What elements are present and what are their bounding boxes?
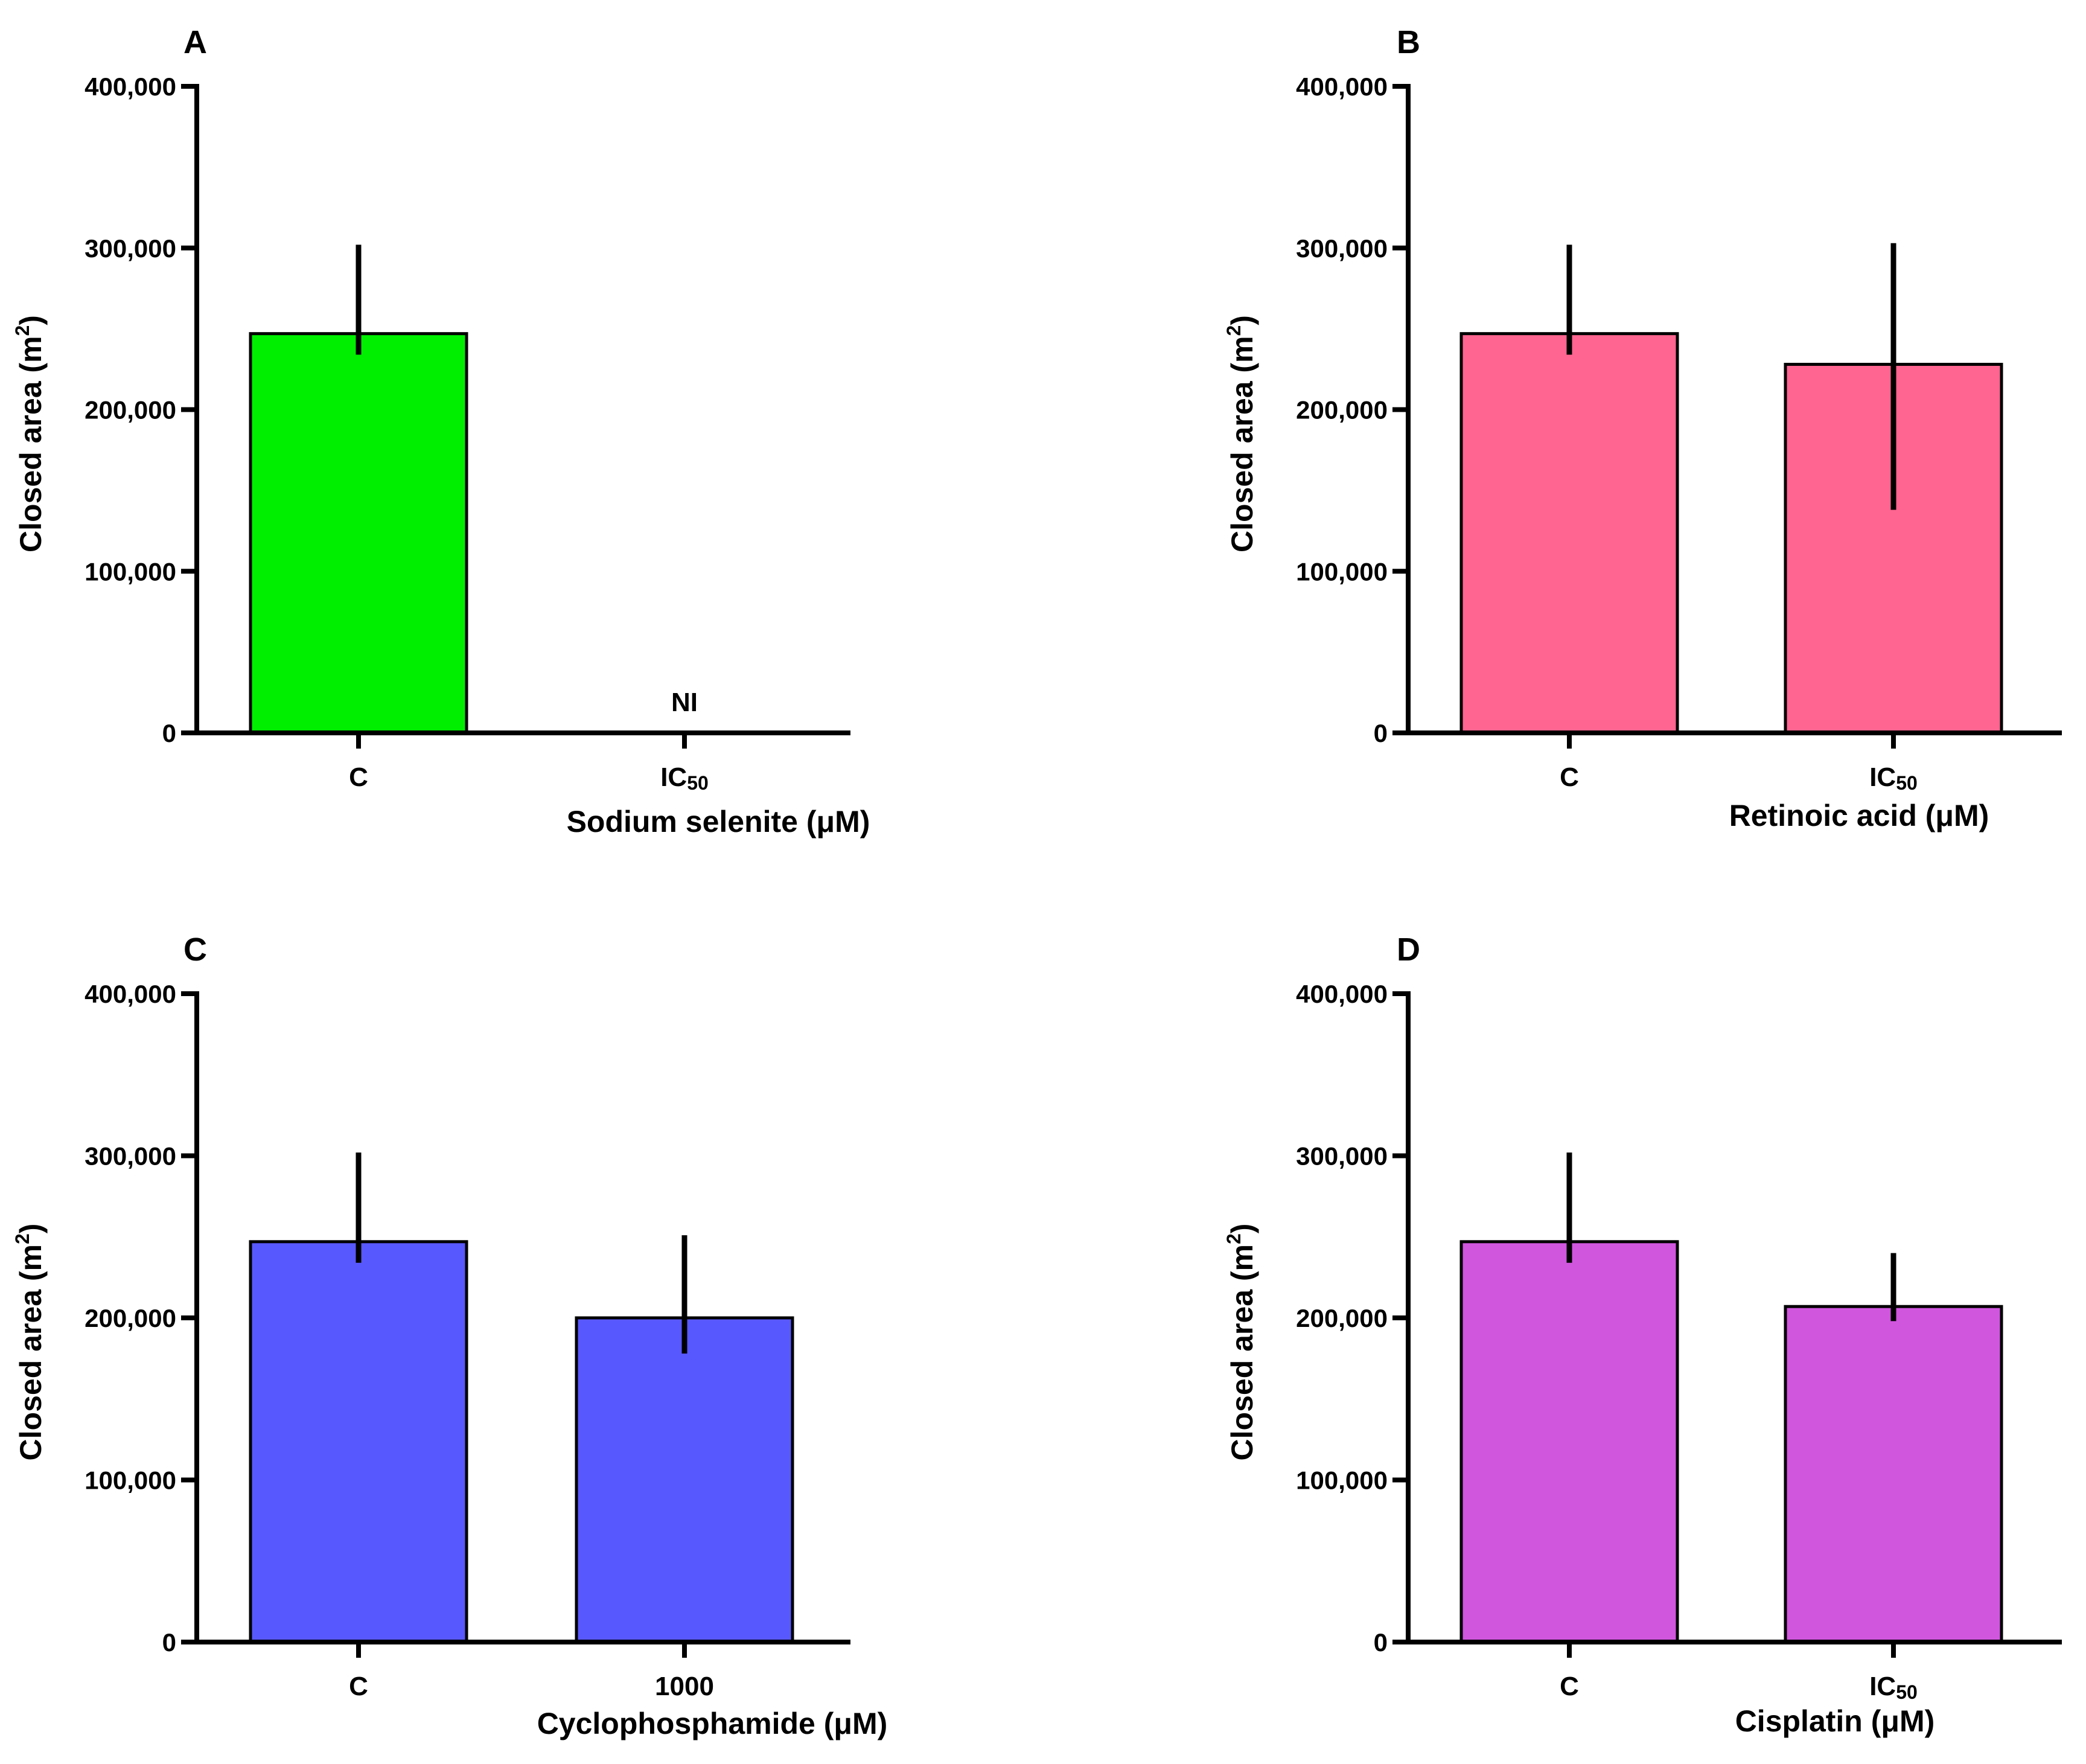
y-tick-label: 200,000 [85, 1304, 176, 1332]
x-tick-label: 1000 [655, 1672, 714, 1701]
y-tick-label: 300,000 [85, 1142, 176, 1171]
x-tick-label: IC50 [1869, 762, 1918, 794]
bar-c [249, 1240, 468, 1644]
y-tick-label: 0 [162, 1628, 176, 1657]
y-tick-label: 100,000 [85, 1466, 176, 1495]
y-tick-label: 400,000 [1296, 980, 1388, 1008]
panel-letter: C [183, 932, 207, 968]
bar-ic50 [1784, 1305, 2003, 1644]
chart-panel-a: A C NI IC50 0 100,000 200,000 300,000 400,000 Sod… [11, 24, 870, 839]
y-tick-label: 300,000 [1296, 1142, 1388, 1171]
y-tick-label: 400,000 [1296, 72, 1388, 101]
x-tick-label: IC50 [660, 762, 709, 794]
chart-panel-b: B C IC50 0 100,000 200,000 300,000 400,000 Retin… [1223, 24, 2062, 832]
y-tick-label: 0 [1374, 1628, 1388, 1657]
y-tick-label: 100,000 [1296, 557, 1388, 586]
y-tick-label: 300,000 [1296, 234, 1388, 263]
panel-letter: A [183, 24, 207, 60]
y-axis-title: Closed area (m2) [11, 1224, 48, 1461]
bar-1000 [575, 1316, 794, 1644]
x-tick-label: C [1560, 762, 1579, 792]
x-tick-label: IC50 [1869, 1672, 1918, 1703]
y-tick-label: 400,000 [85, 980, 176, 1008]
y-tick-label: 0 [162, 719, 176, 747]
y-tick-label: 300,000 [85, 234, 176, 263]
y-tick-label: 200,000 [1296, 396, 1388, 424]
y-tick-label: 200,000 [1296, 1304, 1388, 1332]
bar-c [249, 332, 468, 735]
bar-c [1459, 332, 1679, 735]
y-axis-title: Closed area (m2) [1223, 1224, 1259, 1461]
x-axis-title: Cyclophosphamide (μM) [537, 1707, 888, 1740]
y-axis-title: Closed area (m2) [1223, 315, 1259, 552]
panel-letter: D [1397, 932, 1420, 968]
chart-panel-d: D C IC50 0 100,000 200,000 300,000 400,000 Cispl… [1223, 932, 2062, 1738]
chart-panel-c: C C 1000 0 100,000 200,000 300,000 400,000 Cyclo… [11, 932, 887, 1740]
y-axis-title: Closed area (m2) [11, 315, 48, 552]
x-tick-label: C [349, 1672, 368, 1701]
y-tick-label: 100,000 [1296, 1466, 1388, 1495]
bar-c [1459, 1240, 1679, 1644]
x-tick-label: C [349, 762, 368, 792]
annotation-label: NI [671, 688, 698, 717]
x-axis-title: Retinoic acid (μM) [1729, 799, 1989, 832]
y-tick-label: 200,000 [85, 396, 176, 424]
y-tick-label: 100,000 [85, 557, 176, 586]
panel-letter: B [1397, 24, 1420, 60]
x-tick-label: C [1560, 1672, 1579, 1701]
y-tick-label: 0 [1374, 719, 1388, 747]
x-axis-title: Sodium selenite (μM) [567, 805, 870, 839]
y-tick-label: 400,000 [85, 72, 176, 101]
x-axis-title: Cisplatin (μM) [1735, 1704, 1935, 1738]
